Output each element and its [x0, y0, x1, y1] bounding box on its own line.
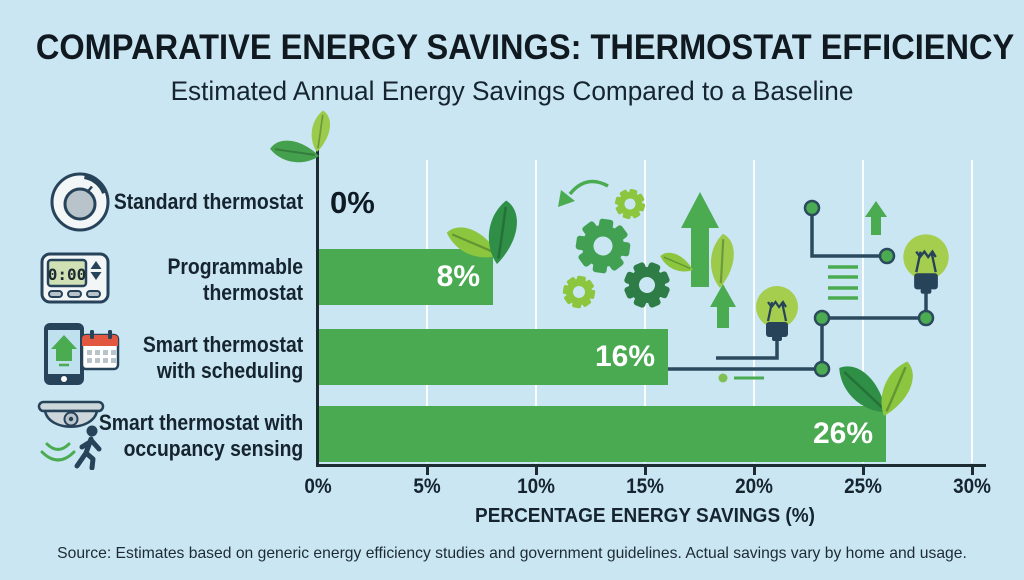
x-tick-label: 25% [844, 475, 882, 498]
walking-person-icon [74, 425, 102, 470]
x-tick [971, 466, 974, 475]
bar-value-label-zero: 0% [330, 185, 375, 220]
x-tick-label: 20% [735, 475, 773, 498]
up-arrow-icon-small-1 [710, 284, 736, 328]
x-tick [535, 466, 538, 475]
gridline-10pct [535, 160, 537, 463]
x-tick [644, 466, 647, 475]
gear-icon-small-top [614, 188, 646, 220]
x-tick-label: 15% [626, 475, 664, 498]
y-axis-line [316, 150, 319, 466]
bar-value-label: 16% [594, 340, 655, 373]
page-title: COMPARATIVE ENERGY SAVINGS: THERMOSTAT E… [35, 28, 1015, 67]
gear-icon-small-bottom [562, 275, 596, 309]
smart-thermostat-scheduling-icon [44, 323, 120, 385]
lightbulb-icon-1 [754, 284, 800, 343]
x-tick [426, 466, 429, 475]
x-tick-label: 5% [413, 475, 441, 498]
lcd-display-text: 0:00 [48, 265, 87, 284]
category-label-programmable: Programmable thermostat [167, 254, 303, 305]
x-tick-label: 0% [304, 475, 332, 498]
curved-arrow-icon [558, 179, 609, 207]
gridline-5pct [426, 160, 428, 463]
bar-smart-thermostat-occupancy: 26% [319, 406, 886, 462]
lightbulb-icon-2 [902, 233, 950, 295]
gridline-15pct [644, 160, 646, 463]
dot-dash-decoration [718, 373, 764, 383]
x-tick-label: 30% [953, 475, 991, 498]
category-label-occupancy: Smart thermostat with occupancy sensing [98, 410, 303, 461]
x-axis-line [316, 464, 986, 467]
circuit-nodes [803, 199, 935, 378]
gridline-30pct [971, 160, 973, 463]
dial-thermostat-icon [50, 172, 110, 232]
leaf-decoration-arrow [659, 232, 748, 290]
gear-icon-dark [624, 262, 670, 308]
up-arrow-icon-large [681, 192, 719, 287]
gear-icon-large [575, 218, 631, 274]
x-tick [753, 466, 756, 475]
page-subtitle: Estimated Annual Energy Savings Compared… [170, 76, 854, 106]
sprout-leaves-decoration [268, 109, 342, 178]
bar-programmable-thermostat: 8% [319, 249, 493, 305]
circuit-lines [668, 208, 928, 371]
occupancy-sensing-icon [37, 400, 105, 470]
bar-value-label: 8% [436, 260, 480, 293]
source-note: Source: Estimates based on generic energ… [57, 545, 967, 562]
bar-value-label: 26% [812, 417, 873, 450]
bar-smart-thermostat-scheduling: 16% [319, 329, 668, 385]
category-label-standard: Standard thermostat [113, 189, 303, 214]
category-label-smart-scheduling: Smart thermostat with scheduling [142, 332, 303, 383]
list-lines-decoration [828, 265, 858, 300]
x-tick [862, 466, 865, 475]
programmable-thermostat-icon: 0:00 [40, 252, 110, 304]
up-arrow-icon-small-2 [865, 201, 887, 235]
x-axis-title: PERCENTAGE ENERGY SAVINGS (%) [475, 505, 815, 527]
x-tick-label: 10% [517, 475, 555, 498]
